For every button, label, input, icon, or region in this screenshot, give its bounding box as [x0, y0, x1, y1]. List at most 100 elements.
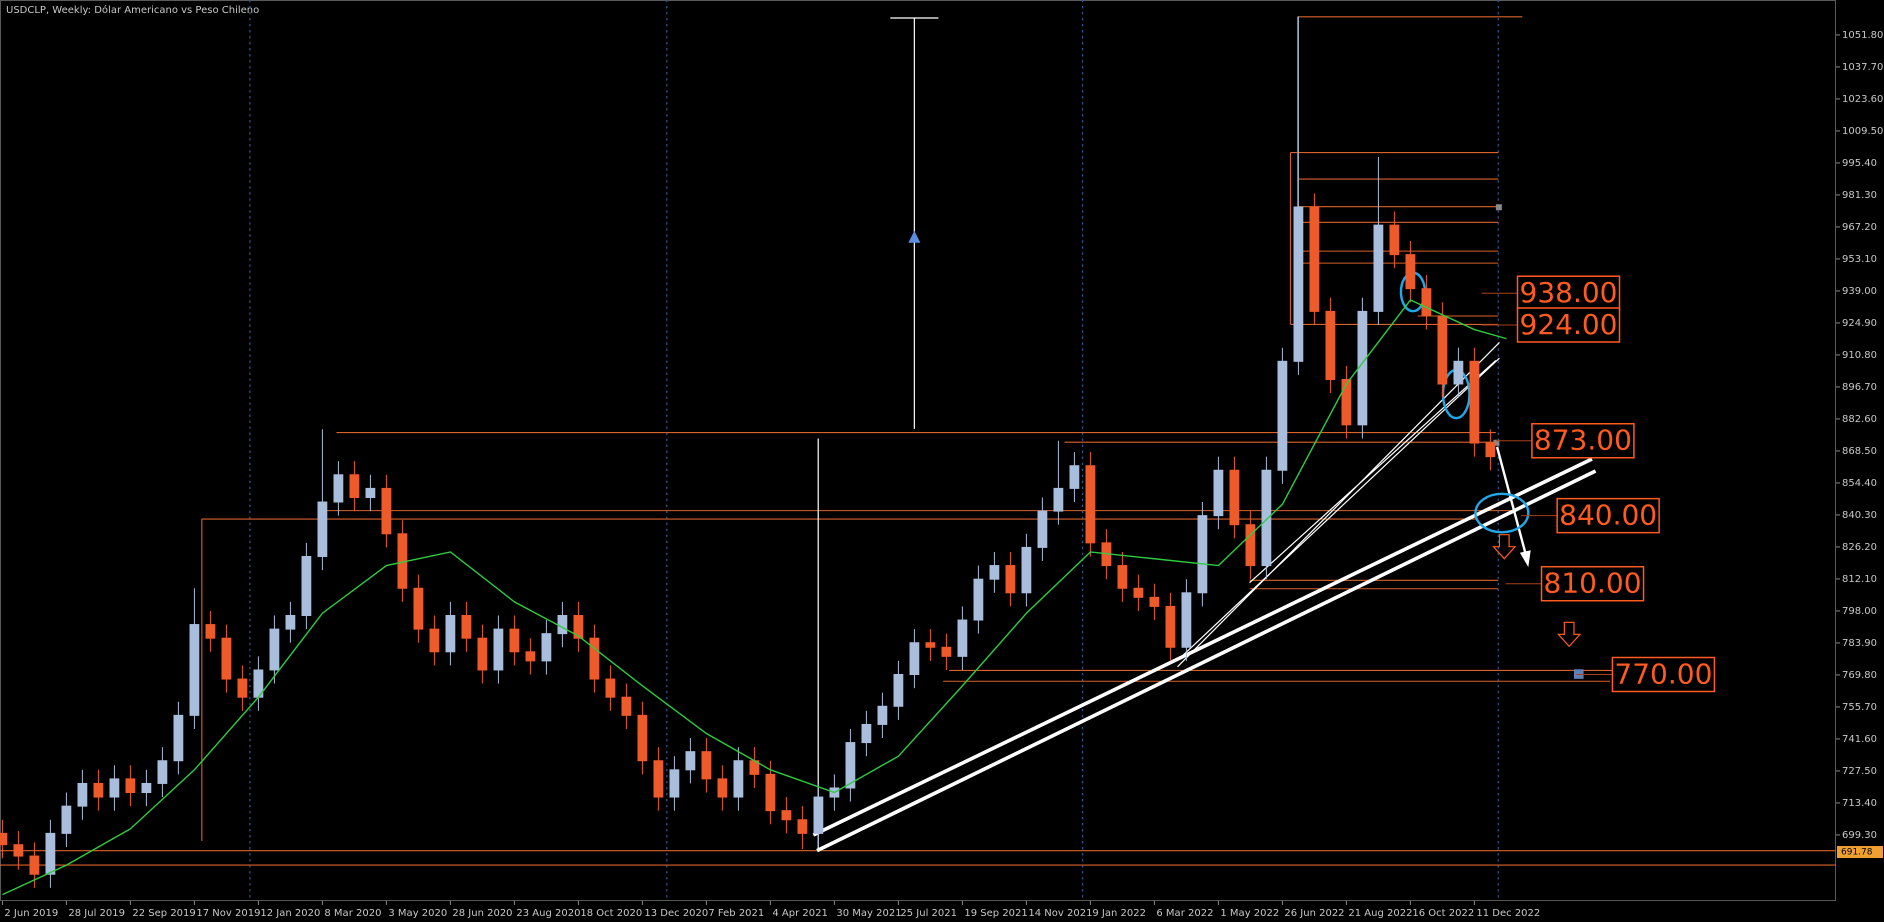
candle-body [861, 723, 872, 744]
candle-body [1485, 442, 1496, 458]
candle-body [685, 751, 696, 771]
candle-body [29, 855, 40, 875]
candle-body [1181, 592, 1192, 648]
y-tick-label: 882.60 [1842, 414, 1877, 425]
candle-body [1197, 515, 1208, 594]
x-tick-label: 25 Jul 2021 [900, 908, 957, 919]
y-tick-label: 1037.70 [1842, 62, 1883, 73]
y-tick-label: 939.00 [1842, 286, 1877, 297]
candle-body [109, 778, 120, 798]
candle-body [0, 832, 8, 846]
y-tick-label: 783.90 [1842, 638, 1877, 649]
candle-body [1389, 224, 1400, 256]
circle [1474, 492, 1530, 534]
x-tick-label: 21 Aug 2022 [1348, 908, 1412, 919]
annotation-label: 840.00 [1559, 499, 1657, 532]
x-tick-label: 18 Oct 2020 [580, 908, 642, 919]
arrow-line [1495, 446, 1528, 556]
candle-body [1037, 510, 1048, 548]
x-tick-label: 6 Mar 2022 [1156, 908, 1213, 919]
annotation-box [1556, 497, 1660, 534]
y-tick-label: 826.20 [1842, 542, 1877, 553]
candle-body [1453, 360, 1464, 385]
candle-body [1005, 565, 1016, 594]
candle-body [1293, 206, 1304, 362]
candle-body [1245, 524, 1256, 567]
candle-body [797, 819, 808, 834]
candle-body [141, 782, 152, 794]
candle-body [333, 474, 344, 503]
candle-body [301, 555, 312, 616]
candle-body [1069, 465, 1080, 489]
candle-body [1021, 546, 1032, 594]
candle-body [1277, 360, 1288, 471]
annotation-box [1540, 565, 1645, 602]
candle-body [205, 624, 216, 639]
y-tick-label: 924.90 [1842, 318, 1877, 329]
x-tick-label: 4 Apr 2021 [772, 908, 827, 919]
y-tick-label: 995.40 [1842, 158, 1877, 169]
candle-body [1341, 378, 1352, 426]
y-tick-label: 1051.80 [1842, 30, 1883, 41]
price-tag-label: 691.78 [1841, 848, 1873, 858]
x-tick-label: 12 Jan 2020 [260, 908, 320, 919]
candle-body [989, 565, 1000, 580]
candle-body [461, 614, 472, 639]
marker [1493, 439, 1500, 446]
candle-body [61, 805, 72, 834]
x-tick-label: 16 Oct 2022 [1412, 908, 1474, 919]
x-tick-label: 13 Dec 2020 [644, 908, 708, 919]
candle-body [589, 637, 600, 680]
y-tick-label: 1023.60 [1842, 94, 1883, 105]
candle-body [477, 637, 488, 671]
plot-frame [0, 0, 1836, 901]
candle-body [781, 810, 792, 821]
annotation-box [1531, 422, 1635, 459]
candle-body [445, 614, 456, 653]
candle-body [973, 578, 984, 621]
candle-body [1133, 587, 1144, 598]
chart-title: USDCLP, Weekly: Dólar Americano vs Peso … [6, 4, 259, 16]
x-tick-label: 8 Mar 2020 [324, 908, 381, 919]
candle-body [189, 624, 200, 716]
candles [0, 16, 1507, 896]
candle-body [557, 614, 568, 635]
x-tick-label: 17 Nov 2019 [196, 908, 260, 919]
candle-body [621, 696, 632, 716]
x-tick-label: 14 Nov 2021 [1028, 908, 1092, 919]
y-tick-label: 840.30 [1842, 510, 1877, 521]
candle-body [1469, 360, 1480, 444]
candle-body [429, 628, 440, 653]
candle-body [125, 778, 136, 794]
candle-body [1229, 469, 1240, 526]
candle-body [269, 628, 280, 671]
x-tick-label: 7 Feb 2021 [708, 908, 764, 919]
candle-body [77, 782, 88, 807]
candle-body [925, 642, 936, 648]
candle-body [669, 769, 680, 798]
x-tick-label: 30 May 2021 [836, 908, 901, 919]
y-tick-label: 769.80 [1842, 670, 1877, 681]
candle-body [605, 678, 616, 698]
annotation-box [1516, 307, 1621, 343]
candle-body [909, 642, 920, 676]
candle-body [1213, 469, 1224, 517]
candle-body [845, 742, 856, 789]
candle-body [157, 760, 168, 784]
candle-body [237, 678, 248, 698]
candle-body [1117, 565, 1128, 589]
y-tick-label: 953.10 [1842, 254, 1877, 265]
candle-body [701, 751, 712, 780]
y-tick-label: 854.40 [1842, 478, 1877, 489]
arrow-head [1519, 550, 1531, 568]
y-tick-label: 896.70 [1842, 382, 1877, 393]
x-tick-label: 22 Sep 2019 [132, 908, 195, 919]
moving-average [2, 299, 1507, 896]
candle-body [413, 587, 424, 630]
candle-body [285, 614, 296, 630]
candle-body [1261, 469, 1272, 567]
x-tick-label: 23 Aug 2020 [516, 908, 580, 919]
candle-body [365, 487, 376, 498]
candle-body [813, 796, 824, 834]
